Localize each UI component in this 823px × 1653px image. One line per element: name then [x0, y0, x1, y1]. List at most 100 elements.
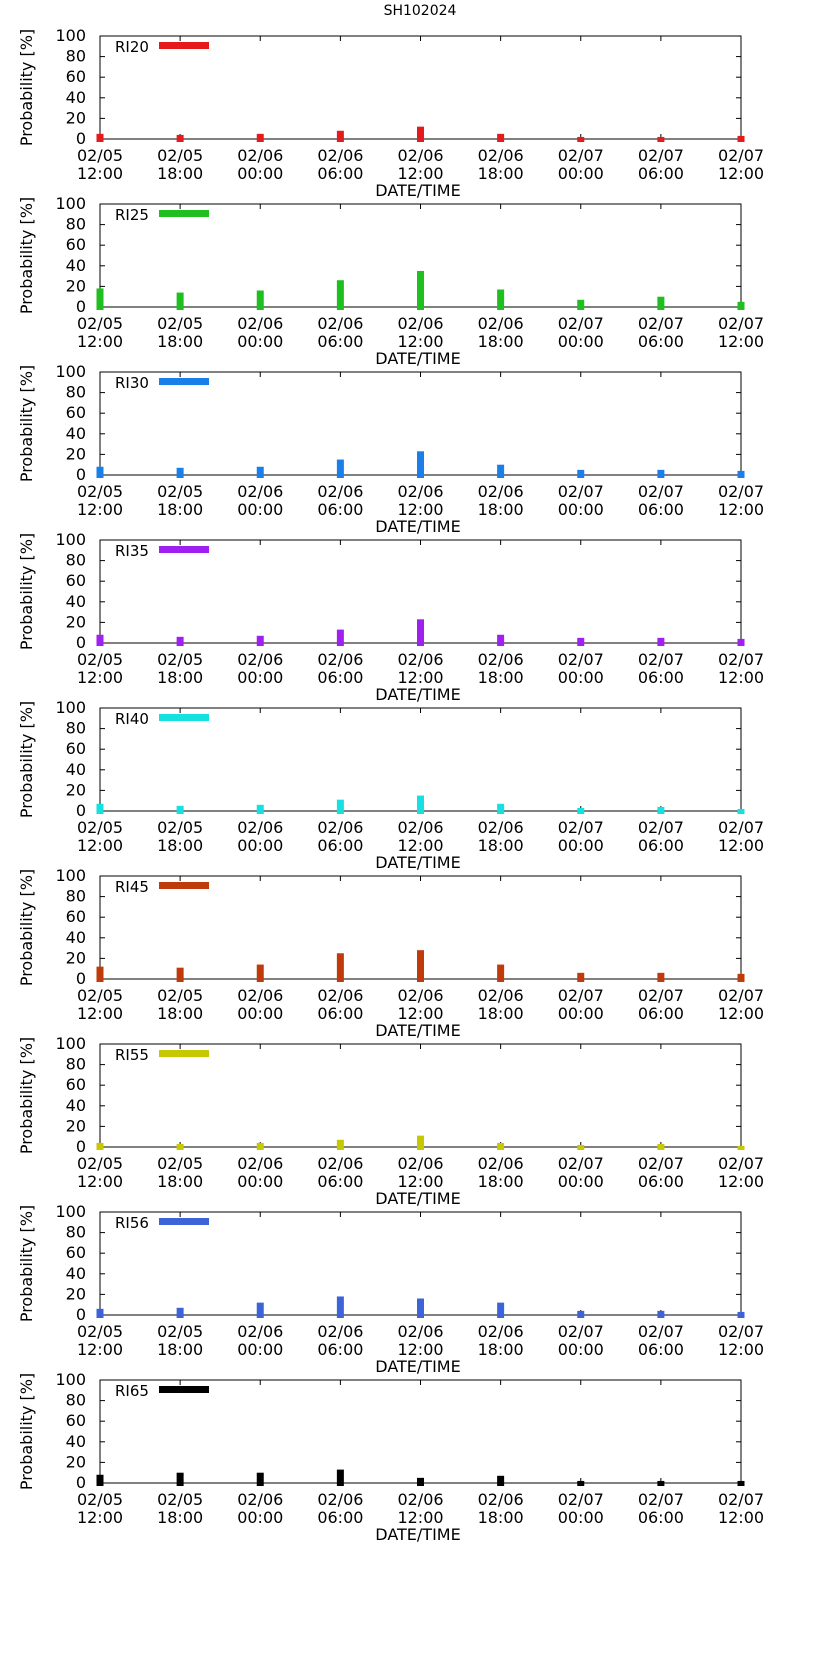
x-tick-time: 06:00	[638, 500, 684, 519]
x-tick-time: 06:00	[638, 668, 684, 687]
y-tick-label: 100	[55, 26, 86, 45]
y-tick-label: 60	[66, 1411, 86, 1430]
x-tick-date: 02/07	[638, 314, 684, 333]
x-tick-date: 02/06	[317, 146, 363, 165]
x-tick-time: 18:00	[478, 1340, 524, 1359]
x-tick-date: 02/05	[77, 818, 123, 837]
y-axis-label: Probability [%]	[17, 197, 36, 314]
bar-ri55-3	[336, 1139, 344, 1150]
x-tick-time: 12:00	[77, 668, 123, 687]
x-tick-time: 12:00	[77, 1340, 123, 1359]
x-tick-date: 02/06	[478, 1322, 524, 1341]
x-tick-time: 18:00	[157, 500, 203, 519]
x-tick-date: 02/07	[558, 1490, 604, 1509]
bar-ri30-5	[497, 464, 505, 478]
bar-ri30-7	[657, 469, 665, 478]
y-tick-label: 60	[66, 403, 86, 422]
bar-ri40-3	[336, 799, 344, 814]
x-tick-date: 02/06	[397, 986, 443, 1005]
bar-ri45-8	[737, 973, 745, 982]
x-tick-date: 02/06	[317, 1490, 363, 1509]
x-tick-date: 02/07	[638, 818, 684, 837]
y-tick-label: 0	[76, 633, 86, 652]
x-tick-time: 12:00	[718, 1340, 764, 1359]
y-tick-label: 80	[66, 47, 86, 66]
bar-ri65-6	[577, 1480, 585, 1486]
panel-ri55: 02040608010002/0512:0002/0518:0002/0600:…	[17, 1034, 764, 1208]
bar-ri40-7	[657, 806, 665, 814]
x-tick-date: 02/07	[718, 1154, 764, 1173]
x-tick-time: 06:00	[317, 1508, 363, 1527]
y-axis-label: Probability [%]	[17, 701, 36, 818]
bar-ri65-5	[497, 1475, 505, 1486]
legend-label: RI45	[115, 878, 149, 896]
x-tick-date: 02/06	[478, 1154, 524, 1173]
legend-swatch	[159, 1050, 209, 1057]
x-tick-time: 00:00	[237, 836, 283, 855]
bar-ri20-3	[336, 130, 344, 142]
x-tick-time: 00:00	[558, 668, 604, 687]
panel-ri45: 02040608010002/0512:0002/0518:0002/0600:…	[17, 866, 764, 1040]
x-tick-date: 02/07	[718, 1322, 764, 1341]
y-tick-label: 0	[76, 1473, 86, 1492]
bar-ri25-5	[497, 289, 505, 310]
x-tick-date: 02/06	[397, 650, 443, 669]
bar-ri25-7	[657, 296, 665, 310]
x-tick-date: 02/05	[77, 1490, 123, 1509]
x-tick-date: 02/05	[157, 1490, 203, 1509]
x-tick-time: 12:00	[77, 500, 123, 519]
legend-label: RI35	[115, 542, 149, 560]
y-tick-label: 0	[76, 465, 86, 484]
x-tick-time: 12:00	[718, 1004, 764, 1023]
x-tick-date: 02/07	[718, 818, 764, 837]
x-tick-date: 02/06	[397, 1490, 443, 1509]
x-tick-time: 12:00	[77, 1172, 123, 1191]
bar-ri40-6	[577, 807, 585, 814]
bar-ri56-8	[737, 1311, 745, 1318]
x-tick-time: 12:00	[397, 1508, 443, 1527]
bar-ri65-2	[256, 1472, 264, 1486]
bar-ri20-6	[577, 136, 585, 142]
bar-ri45-6	[577, 972, 585, 982]
x-tick-date: 02/06	[478, 650, 524, 669]
y-tick-label: 60	[66, 907, 86, 926]
legend-label: RI30	[115, 374, 149, 392]
x-tick-date: 02/05	[77, 1322, 123, 1341]
bar-ri55-0	[96, 1142, 104, 1150]
bar-ri20-5	[497, 133, 505, 142]
y-tick-label: 80	[66, 1391, 86, 1410]
x-tick-time: 18:00	[478, 500, 524, 519]
bar-ri56-5	[497, 1302, 505, 1318]
y-tick-label: 40	[66, 928, 86, 947]
x-tick-date: 02/06	[237, 986, 283, 1005]
x-tick-time: 00:00	[558, 836, 604, 855]
bar-ri45-3	[336, 953, 344, 982]
y-axis-label: Probability [%]	[17, 869, 36, 986]
y-tick-label: 100	[55, 698, 86, 717]
y-tick-label: 20	[66, 948, 86, 967]
x-tick-date: 02/06	[478, 818, 524, 837]
y-tick-label: 0	[76, 969, 86, 988]
bar-ri30-1	[176, 467, 184, 478]
x-tick-time: 06:00	[638, 1508, 684, 1527]
bar-ri45-2	[256, 964, 264, 982]
x-tick-time: 18:00	[157, 1340, 203, 1359]
bar-ri25-6	[577, 299, 585, 310]
y-tick-label: 60	[66, 67, 86, 86]
legend-label: RI65	[115, 1382, 149, 1400]
x-tick-date: 02/05	[157, 314, 203, 333]
x-tick-time: 06:00	[638, 836, 684, 855]
y-tick-label: 100	[55, 1202, 86, 1221]
y-tick-label: 0	[76, 1137, 86, 1156]
y-tick-label: 60	[66, 1243, 86, 1262]
x-tick-date: 02/05	[77, 650, 123, 669]
x-tick-date: 02/06	[478, 1490, 524, 1509]
y-tick-label: 80	[66, 887, 86, 906]
bar-ri40-1	[176, 805, 184, 814]
x-tick-date: 02/06	[317, 650, 363, 669]
x-tick-date: 02/05	[77, 1154, 123, 1173]
y-tick-label: 100	[55, 194, 86, 213]
bar-ri40-4	[417, 795, 424, 814]
x-tick-date: 02/07	[558, 986, 604, 1005]
